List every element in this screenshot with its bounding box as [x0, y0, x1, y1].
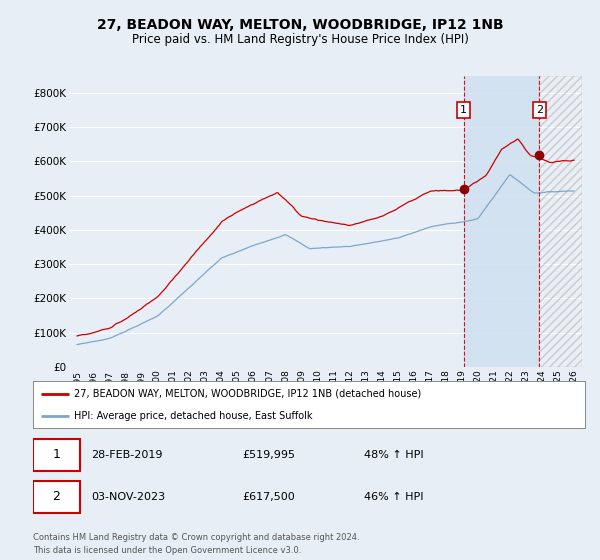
Text: £617,500: £617,500 [243, 492, 296, 502]
Text: 03-NOV-2023: 03-NOV-2023 [91, 492, 165, 502]
Text: 27, BEADON WAY, MELTON, WOODBRIDGE, IP12 1NB (detached house): 27, BEADON WAY, MELTON, WOODBRIDGE, IP12… [74, 389, 422, 399]
Bar [539, 76, 582, 367]
Text: 46% ↑ HPI: 46% ↑ HPI [364, 492, 424, 502]
Text: HPI: Average price, detached house, East Suffolk: HPI: Average price, detached house, East… [74, 410, 313, 421]
Text: 48% ↑ HPI: 48% ↑ HPI [364, 450, 424, 460]
Text: 28-FEB-2019: 28-FEB-2019 [91, 450, 163, 460]
Text: £519,995: £519,995 [243, 450, 296, 460]
Text: 2: 2 [53, 491, 61, 503]
Bar [539, 76, 582, 367]
Text: 1: 1 [53, 449, 61, 461]
Text: Price paid vs. HM Land Registry's House Price Index (HPI): Price paid vs. HM Land Registry's House … [131, 32, 469, 46]
FancyBboxPatch shape [33, 438, 80, 472]
Text: Contains HM Land Registry data © Crown copyright and database right 2024.
This d: Contains HM Land Registry data © Crown c… [33, 533, 359, 554]
Text: 2: 2 [536, 105, 543, 115]
Text: 1: 1 [460, 105, 467, 115]
FancyBboxPatch shape [33, 480, 80, 514]
Text: 27, BEADON WAY, MELTON, WOODBRIDGE, IP12 1NB: 27, BEADON WAY, MELTON, WOODBRIDGE, IP12… [97, 18, 503, 32]
Bar [464, 76, 539, 367]
